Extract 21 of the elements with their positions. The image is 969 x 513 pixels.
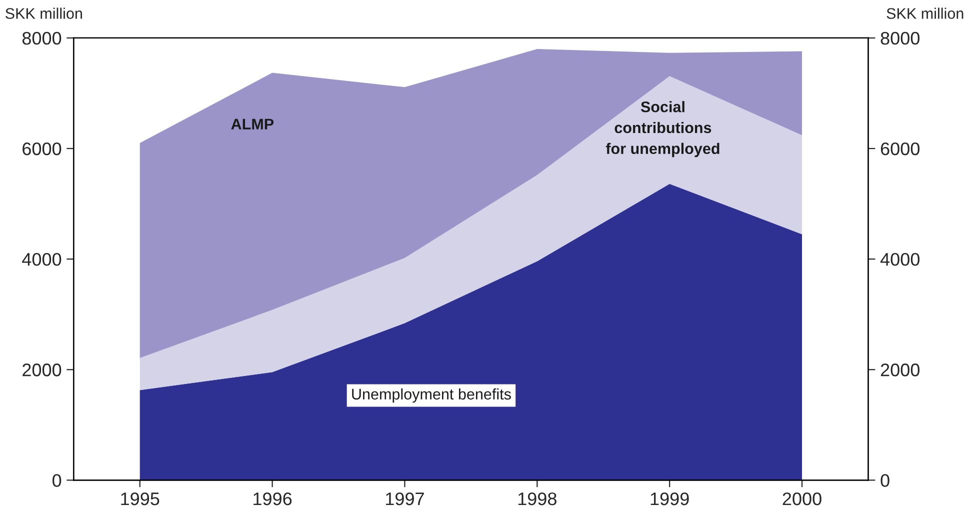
y-tick-label: 6000 (22, 142, 62, 156)
y2-tick-label: 0 (880, 474, 890, 487)
y-tick-label: 2000 (22, 364, 62, 376)
x-tick-label: 1998 (518, 492, 556, 506)
y-tick-label: 4000 (22, 253, 62, 266)
y2-axis-title: SKK million (886, 8, 964, 19)
y2-tick-label: 2000 (880, 364, 920, 376)
series-label: ALMP (231, 118, 274, 130)
series-label: Unemployment benefits (352, 388, 511, 403)
y2-tick-label: 8000 (880, 32, 920, 45)
x-tick-label: 2000 (782, 492, 822, 506)
series-label: Social contributions for unemployed (606, 101, 720, 158)
y2-tick-label: 4000 (880, 253, 920, 266)
x-tick-label: 1995 (121, 492, 160, 506)
x-tick-label: 1996 (254, 492, 292, 506)
y2-tick-label: 6000 (880, 142, 920, 156)
x-tick-label: 1999 (650, 492, 689, 506)
y-axis-title: SKK million (6, 8, 82, 19)
x-tick-label: 1997 (386, 492, 424, 506)
y-tick-label: 8000 (22, 32, 62, 45)
y-tick-label: 0 (52, 474, 62, 487)
